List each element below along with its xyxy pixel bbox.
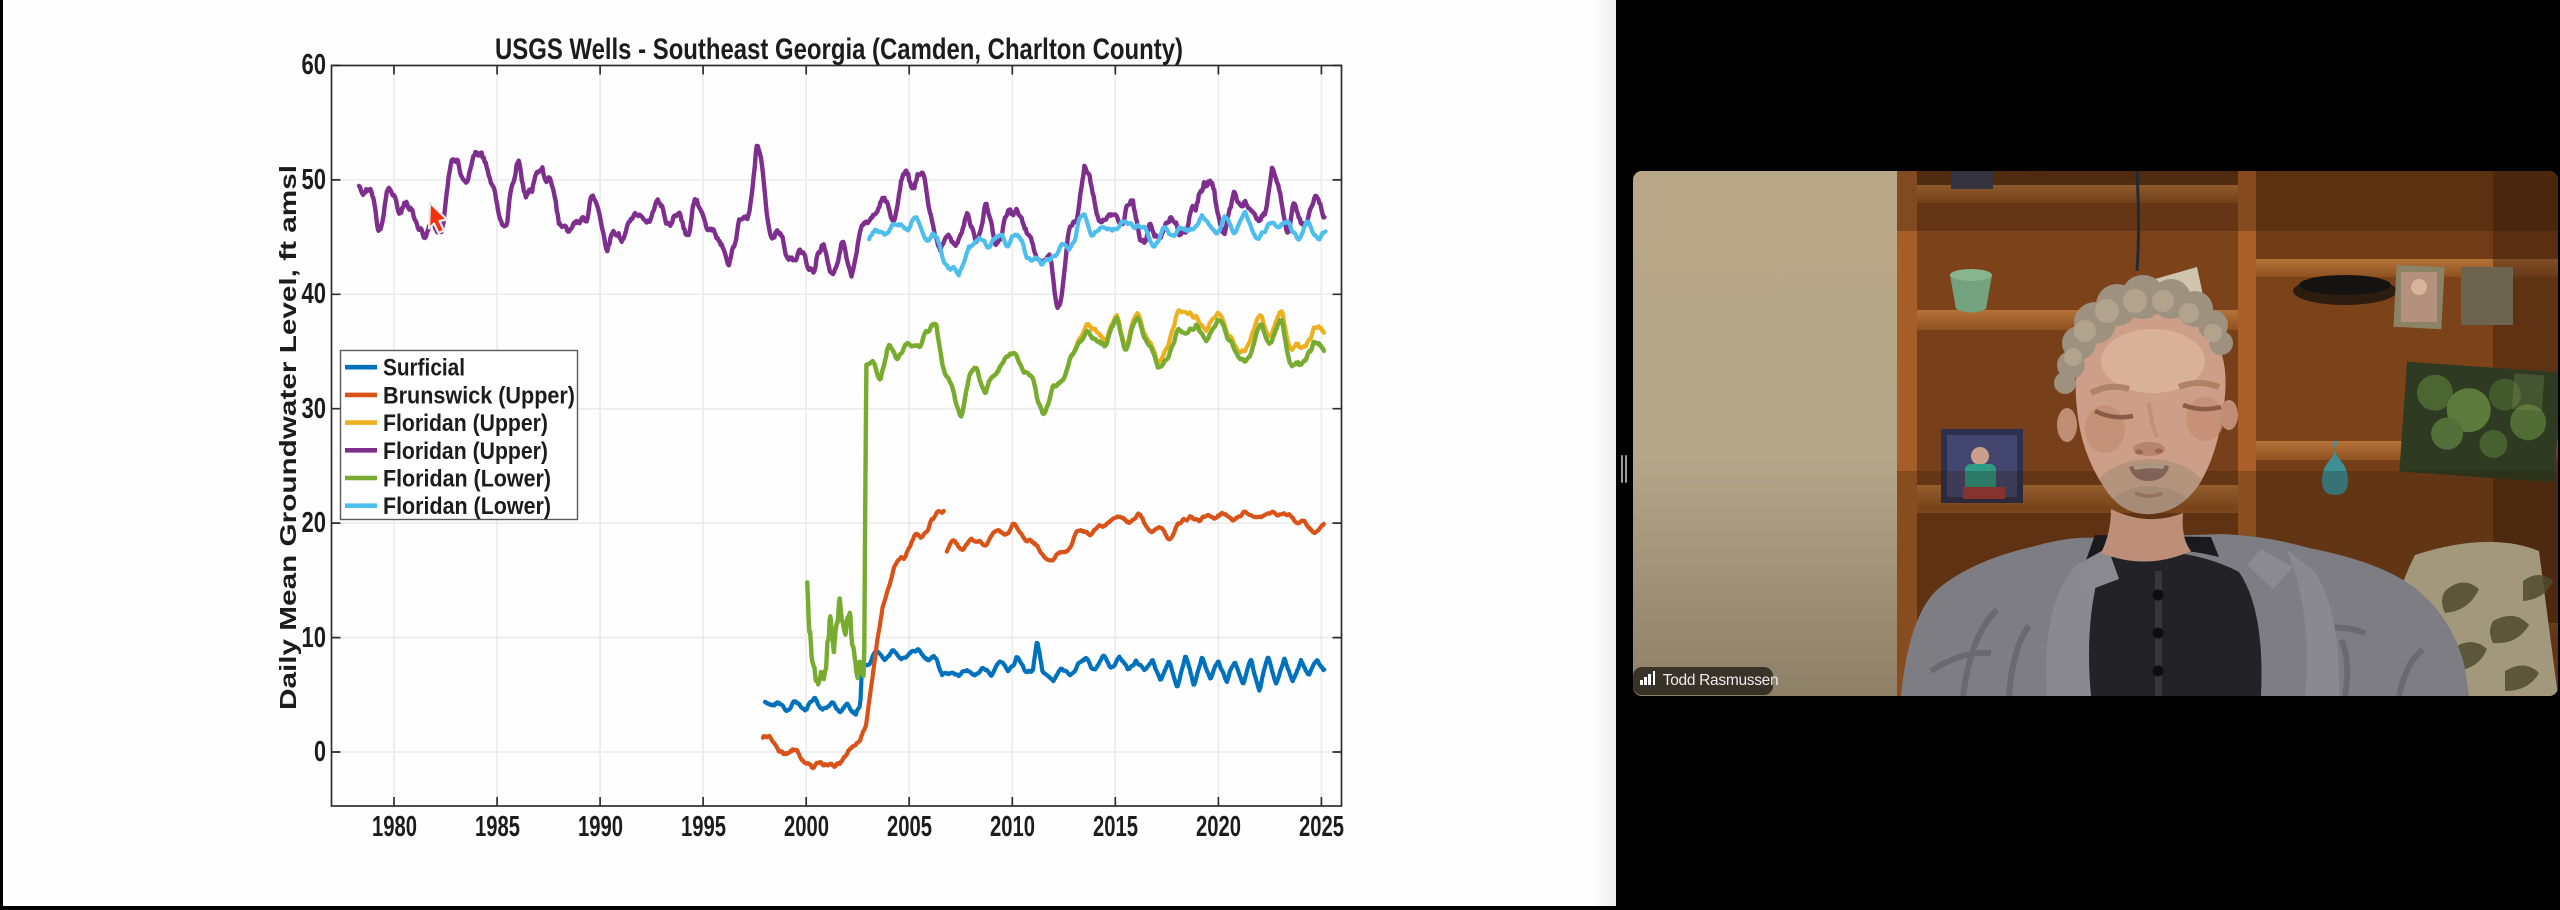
svg-text:1985: 1985 <box>475 811 520 843</box>
svg-text:2010: 2010 <box>990 811 1035 843</box>
svg-text:Surficial: Surficial <box>383 355 465 382</box>
svg-text:1995: 1995 <box>681 811 726 843</box>
svg-text:2000: 2000 <box>784 811 829 843</box>
svg-text:1990: 1990 <box>578 811 623 843</box>
svg-text:50: 50 <box>302 164 327 196</box>
svg-text:40: 40 <box>302 278 327 310</box>
svg-text:Brunswick (Upper): Brunswick (Upper) <box>383 382 575 409</box>
svg-text:1980: 1980 <box>372 811 417 843</box>
svg-text:2015: 2015 <box>1093 811 1138 843</box>
svg-text:0: 0 <box>314 736 326 768</box>
svg-text:10: 10 <box>302 622 327 654</box>
svg-text:60: 60 <box>302 49 327 81</box>
svg-text:2020: 2020 <box>1196 811 1241 843</box>
svg-text:2025: 2025 <box>1299 811 1344 843</box>
svg-text:Floridan (Upper): Floridan (Upper) <box>383 410 548 437</box>
svg-text:20: 20 <box>302 507 327 539</box>
svg-text:Floridan (Lower): Floridan (Lower) <box>383 466 551 493</box>
svg-text:Daily Mean Groundwater Level,: Daily Mean Groundwater Level, ft amsl <box>275 165 301 710</box>
svg-text:2005: 2005 <box>887 811 932 843</box>
svg-text:Floridan (Upper): Floridan (Upper) <box>383 438 548 465</box>
svg-text:Floridan (Lower): Floridan (Lower) <box>383 493 551 520</box>
svg-text:30: 30 <box>302 393 327 425</box>
svg-text:USGS Wells - Southeast Georgia: USGS Wells - Southeast Georgia (Camden, … <box>495 33 1183 66</box>
